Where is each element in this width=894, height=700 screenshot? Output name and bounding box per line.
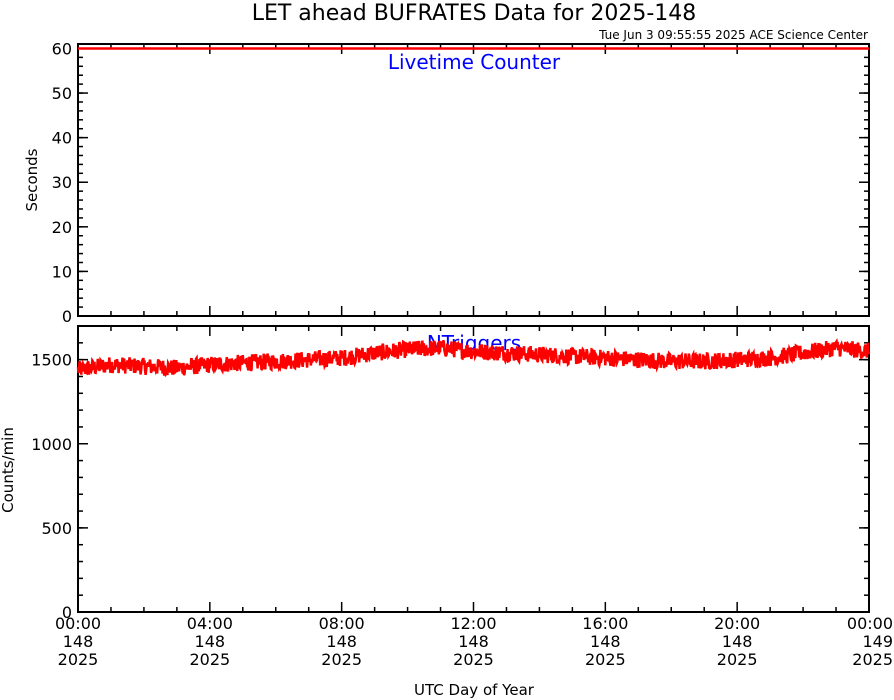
timestamp: Tue Jun 3 09:55:55 2025 ACE Science Cent… <box>598 28 868 42</box>
x-tick-label: 2025 <box>852 650 893 669</box>
y-tick-label: 0 <box>62 307 72 326</box>
x-tick-label: 2025 <box>453 650 494 669</box>
ntriggers-ylabel: Counts/min <box>0 427 17 513</box>
x-tick-label: 12:00 <box>450 614 496 633</box>
y-tick-label: 30 <box>52 173 72 192</box>
x-tick-label: 2025 <box>189 650 230 669</box>
y-tick-label: 1500 <box>31 351 72 370</box>
x-tick-label: 149 <box>862 632 893 651</box>
y-tick-label: 50 <box>52 84 72 103</box>
x-axis-label: UTC Day of Year <box>414 681 535 699</box>
x-tick-label: 148 <box>63 632 94 651</box>
y-tick-label: 500 <box>41 519 72 538</box>
x-tick-label: 20:00 <box>714 614 760 633</box>
y-tick-label: 0 <box>62 603 72 622</box>
x-tick-label: 2025 <box>58 650 99 669</box>
livetime-panel: Seconds Livetime Counter 0 10 20 30 40 50 60 <box>23 39 870 326</box>
x-tick-label: 148 <box>195 632 226 651</box>
x-tick-label: 148 <box>722 632 753 651</box>
x-tick-label: 00:00 <box>55 614 101 633</box>
y-tick-label: 20 <box>52 218 72 237</box>
x-axis: 00:00148202504:00148202508:00148202512:0… <box>55 614 893 669</box>
chart-title: LET ahead BUFRATES Data for 2025-148 <box>252 1 697 26</box>
x-tick-label: 2025 <box>717 650 758 669</box>
x-tick-label: 148 <box>326 632 357 651</box>
x-tick-label: 08:00 <box>319 614 365 633</box>
y-tick-label: 1000 <box>31 435 72 454</box>
livetime-ylabel: Seconds <box>23 148 41 211</box>
x-tick-label: 2025 <box>321 650 362 669</box>
x-tick-label: 148 <box>590 632 621 651</box>
y-tick-label: 40 <box>52 129 72 148</box>
y-tick-label: 60 <box>52 39 72 58</box>
x-tick-label: 16:00 <box>582 614 628 633</box>
livetime-series-label: Livetime Counter <box>388 50 561 74</box>
x-tick-label: 00:00 <box>847 614 893 633</box>
series-line <box>76 338 871 378</box>
x-tick-label: 2025 <box>585 650 626 669</box>
x-tick-label: 04:00 <box>187 614 233 633</box>
livetime-frame <box>77 43 870 317</box>
x-tick-label: 148 <box>458 632 489 651</box>
y-tick-label: 10 <box>52 262 72 281</box>
